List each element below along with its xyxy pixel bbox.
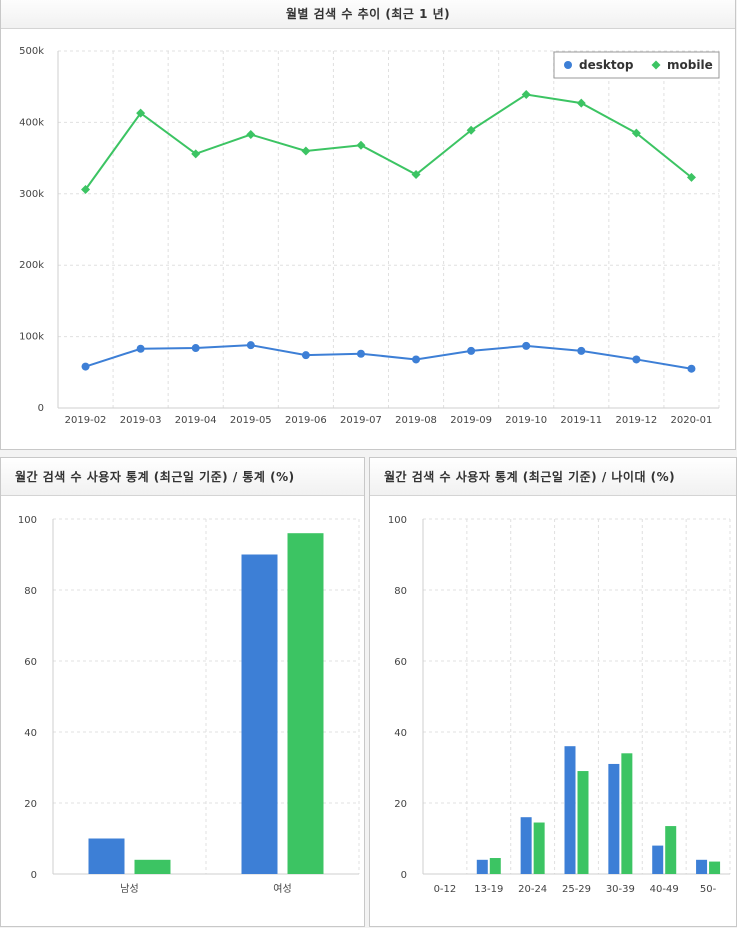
x-tick-label: 2019-07 <box>340 415 382 426</box>
data-point-desktop <box>412 355 421 364</box>
bar-mobile <box>709 861 721 874</box>
data-point-desktop <box>467 346 476 355</box>
bar-desktop <box>696 859 708 874</box>
bar-mobile <box>134 859 171 874</box>
legend-marker-desktop <box>564 61 572 69</box>
data-point-desktop <box>356 349 365 358</box>
x-tick-label: 남성 <box>120 883 138 895</box>
data-point-mobile <box>356 140 366 150</box>
legend-marker-mobile <box>651 60 661 70</box>
monthly-trend-panel: 월별 검색 수 추이 (최근 1 년) 0 100k 200k 300k 400k 500… <box>0 0 736 450</box>
bar-desktop <box>652 845 664 874</box>
y-tick-label: 20 <box>24 799 37 810</box>
legend-label-mobile: mobile <box>667 58 713 72</box>
x-tick-label: 50- <box>700 884 717 895</box>
y-tick-label: 300k <box>19 189 44 200</box>
data-point-mobile <box>246 130 256 140</box>
data-point-mobile <box>686 172 696 182</box>
data-point-mobile <box>81 185 91 195</box>
x-tick-label: 2019-08 <box>395 415 437 426</box>
y-tick-label: 80 <box>394 586 407 597</box>
y-tick-label: 40 <box>394 728 407 739</box>
y-tick-label: 0 <box>31 870 37 881</box>
y-tick-label: 400k <box>19 117 44 128</box>
x-tick-label: 2020-01 <box>671 415 713 426</box>
monthly-trend-chart: 0 100k 200k 300k 400k 500k 2019-02 2019-03 2019-… <box>19 46 720 426</box>
bar-mobile <box>533 822 545 874</box>
bar-mobile <box>577 771 589 874</box>
x-tick-label: 2019-05 <box>230 415 272 426</box>
data-point-desktop <box>632 355 641 364</box>
bar-desktop <box>241 554 278 874</box>
data-point-mobile <box>576 98 586 108</box>
y-tick-label: 200k <box>19 260 44 271</box>
series-line-desktop <box>85 344 692 370</box>
bar-desktop <box>476 859 488 874</box>
x-tick-label: 2019-11 <box>560 415 602 426</box>
bar-mobile <box>665 826 677 874</box>
bar-desktop <box>564 746 576 874</box>
x-tick-label: 2019-06 <box>285 415 327 426</box>
x-tick-label: 25-29 <box>562 884 591 895</box>
data-point-desktop <box>687 364 696 373</box>
y-tick-label: 100 <box>388 515 407 526</box>
monthly-trend-title: 월별 검색 수 추이 (최근 1 년) <box>1 0 735 29</box>
x-tick-label: 40-49 <box>650 884 679 895</box>
legend-box <box>553 51 720 79</box>
x-tick-label: 2019-03 <box>120 415 162 426</box>
x-tick-label: 13-19 <box>474 884 503 895</box>
data-point-mobile <box>301 146 311 156</box>
data-point-desktop <box>136 344 145 353</box>
bar-desktop <box>520 817 532 874</box>
y-tick-label: 20 <box>394 799 407 810</box>
bar-desktop <box>608 763 620 874</box>
y-tick-label: 0 <box>38 403 44 414</box>
y-tick-label: 0 <box>401 870 407 881</box>
x-tick-label: 2019-12 <box>615 415 657 426</box>
gender-stats-chart: 0 20 40 60 80 100 남성 여성 <box>18 515 360 895</box>
bar-mobile <box>287 533 324 874</box>
data-point-mobile <box>466 125 476 135</box>
y-tick-label: 80 <box>24 586 37 597</box>
x-tick-label: 2019-10 <box>505 415 547 426</box>
data-point-mobile <box>521 90 531 100</box>
gender-stats-panel: 월간 검색 수 사용자 통계 (최근일 기준) / 통계 (%) 0 20 40 60… <box>0 457 365 927</box>
data-point-desktop <box>191 344 200 353</box>
age-stats-title: 월간 검색 수 사용자 통계 (최근일 기준) / 나이대 (%) <box>370 458 736 496</box>
data-point-mobile <box>631 128 641 138</box>
y-tick-label: 100k <box>19 332 44 343</box>
x-tick-label: 2019-02 <box>65 415 107 426</box>
y-tick-label: 100 <box>18 515 37 526</box>
y-tick-label: 40 <box>24 728 37 739</box>
x-tick-label: 2019-04 <box>175 415 217 426</box>
legend-label-desktop: desktop <box>579 58 634 72</box>
y-tick-label: 60 <box>394 657 407 668</box>
data-point-desktop <box>577 346 586 355</box>
y-tick-label: 500k <box>19 46 44 57</box>
data-point-desktop <box>522 341 531 350</box>
data-point-desktop <box>301 351 310 360</box>
x-tick-label: 여성 <box>273 883 291 895</box>
series-line-mobile <box>84 93 693 191</box>
data-point-mobile <box>191 149 201 159</box>
gender-stats-title: 월간 검색 수 사용자 통계 (최근일 기준) / 통계 (%) <box>1 458 364 496</box>
bar-mobile <box>489 858 501 874</box>
data-point-mobile <box>411 170 421 180</box>
data-point-mobile <box>136 108 146 118</box>
data-point-desktop <box>246 341 255 350</box>
x-tick-label: 30-39 <box>606 884 635 895</box>
age-stats-panel: 월간 검색 수 사용자 통계 (최근일 기준) / 나이대 (%) 0 20 40 6… <box>369 457 737 927</box>
y-tick-label: 60 <box>24 657 37 668</box>
data-point-desktop <box>81 362 90 371</box>
bar-desktop <box>88 838 125 874</box>
x-tick-label: 2019-09 <box>450 415 492 426</box>
bar-mobile <box>621 753 633 874</box>
age-stats-chart: 0 20 40 60 80 100 0-12 13-19 20-24 25-29 30-39 40-4… <box>388 515 731 895</box>
x-tick-label: 20-24 <box>518 884 547 895</box>
x-tick-label: 0-12 <box>434 884 457 895</box>
